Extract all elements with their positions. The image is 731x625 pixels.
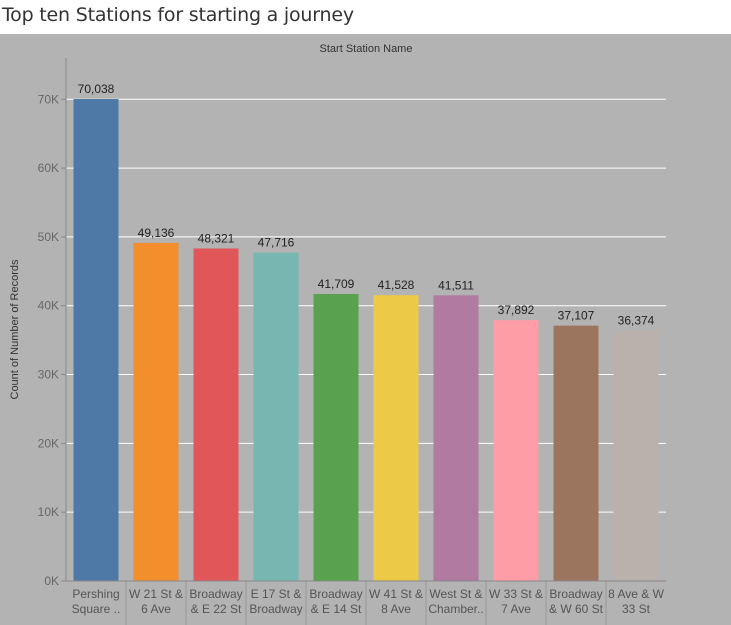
y-tick-label: 0K <box>44 574 59 588</box>
value-label: 41,709 <box>318 277 355 291</box>
x-category-label: 33 St <box>622 602 651 616</box>
value-label: 41,528 <box>378 278 415 292</box>
x-category-label: E 17 St & <box>251 587 302 601</box>
y-axis-title: Count of Number of Records <box>9 259 21 400</box>
bar[interactable] <box>73 99 119 581</box>
value-label: 37,107 <box>558 309 595 323</box>
value-labels: 70,038 49,136 48,321 47,716 41,709 41,528 41,5… <box>78 82 655 328</box>
x-category-label: W 41 St & <box>369 587 423 601</box>
value-label: 49,136 <box>138 226 175 240</box>
chart-title: Top ten Stations for starting a journey <box>2 4 354 26</box>
y-tick-label: 20K <box>38 436 59 450</box>
column-header: Start Station Name <box>320 43 413 55</box>
bar[interactable] <box>613 330 659 581</box>
y-axis-ticks: 0K 10K 20K 30K 40K 50K 60K 70K <box>38 92 66 588</box>
value-label: 41,511 <box>438 278 474 292</box>
bar[interactable] <box>253 252 299 581</box>
x-category-label: Broadway <box>189 587 242 601</box>
bars <box>73 99 659 581</box>
bar[interactable] <box>553 325 599 581</box>
value-label: 70,038 <box>78 82 115 96</box>
value-label: 36,374 <box>618 314 655 328</box>
value-label: 37,892 <box>498 303 535 317</box>
x-category-label: & E 14 St <box>311 602 362 616</box>
x-category-label: 8 Ave <box>381 602 411 616</box>
bar[interactable] <box>373 295 419 581</box>
y-tick-label: 40K <box>38 299 59 313</box>
value-label: 47,716 <box>258 236 295 250</box>
bar[interactable] <box>313 293 359 581</box>
x-category-label: Square .. <box>72 602 121 616</box>
x-category-label: 8 Ave & W <box>608 587 664 601</box>
chart-background <box>0 34 731 625</box>
value-label: 48,321 <box>198 231 235 245</box>
x-category-label: 6 Ave <box>141 602 171 616</box>
x-category-label: Broadway <box>549 587 602 601</box>
bar[interactable] <box>433 295 479 581</box>
y-tick-label: 30K <box>38 368 59 382</box>
x-category-label: West St & <box>429 587 482 601</box>
x-category-label: Pershing <box>72 587 119 601</box>
bar[interactable] <box>193 248 239 581</box>
x-category-label: W 21 St & <box>129 587 183 601</box>
y-tick-label: 70K <box>38 92 59 106</box>
y-tick-label: 60K <box>38 161 59 175</box>
x-category-label: Broadway <box>249 602 302 616</box>
x-category-label: & W 60 St <box>549 602 604 616</box>
x-category-label: 7 Ave <box>501 602 531 616</box>
bar[interactable] <box>493 320 539 581</box>
x-category-label: Chamber.. <box>428 602 483 616</box>
x-category-label: W 33 St & <box>489 587 543 601</box>
y-tick-label: 10K <box>38 505 59 519</box>
x-category-label: Broadway <box>309 587 362 601</box>
x-category-label: & E 22 St <box>191 602 242 616</box>
y-tick-label: 50K <box>38 230 59 244</box>
bar[interactable] <box>133 242 179 581</box>
